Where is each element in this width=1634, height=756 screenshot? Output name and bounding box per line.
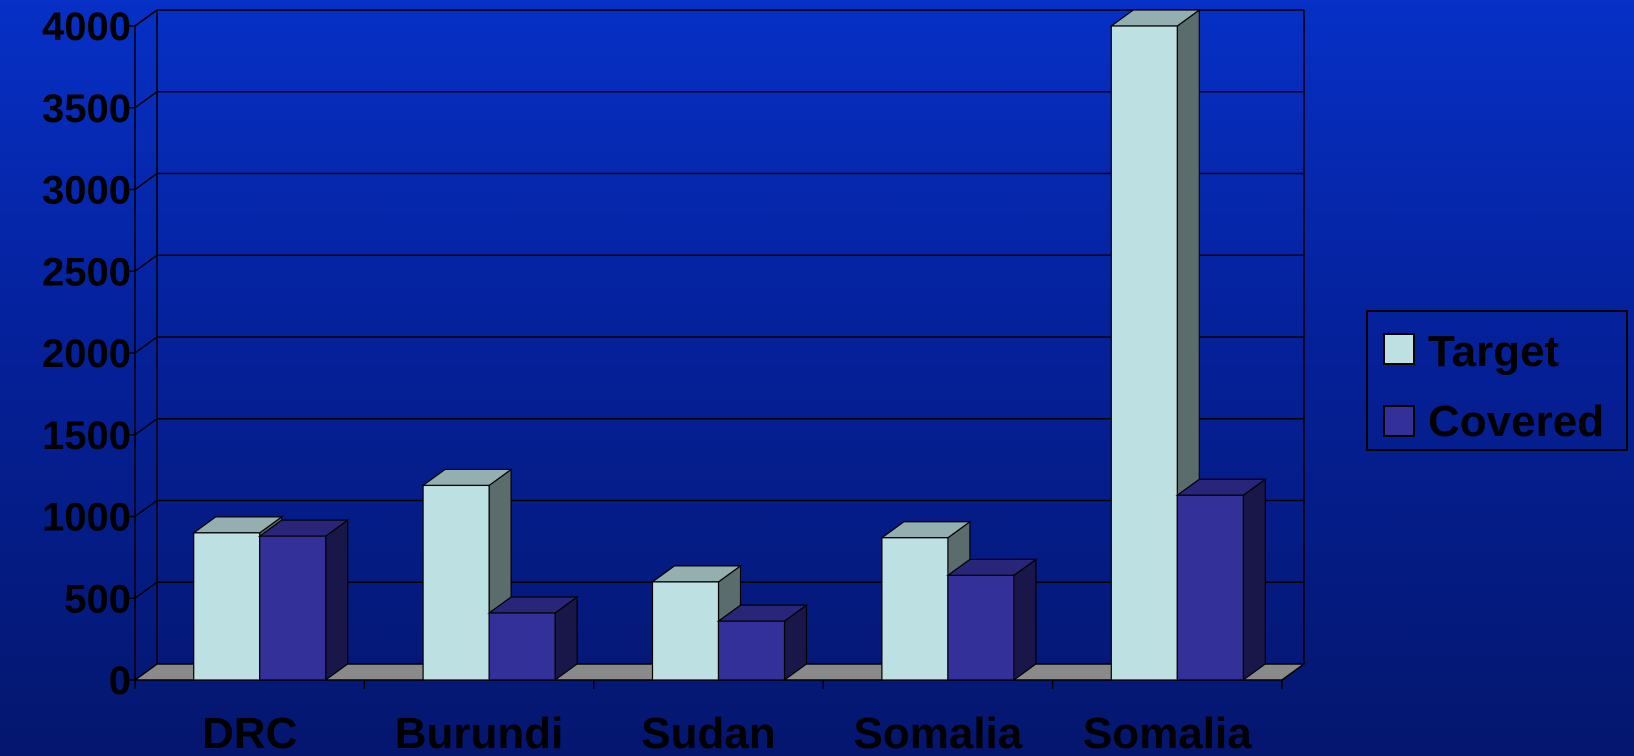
x-tick-label: Somalia: [1083, 709, 1252, 756]
y-tick-label: 1500: [42, 414, 131, 458]
gridline-side: [134, 254, 158, 272]
x-tick-label: DRC: [202, 709, 297, 756]
bar-side: [1013, 558, 1037, 682]
x-tick-label: Sudan: [641, 709, 775, 756]
legend-box: [1366, 310, 1628, 451]
bar-front: [259, 535, 327, 681]
bar-front: [488, 612, 556, 681]
gridline-side: [134, 581, 158, 599]
y-tick-label: 3500: [42, 87, 131, 131]
x-tick-label: Somalia: [854, 709, 1023, 756]
gridline-side: [134, 336, 158, 354]
bar-front: [422, 484, 490, 681]
side-wall-top-edge: [134, 9, 158, 27]
bar-covered-somalia: [946, 558, 1038, 682]
legend-swatch-covered: [1383, 405, 1415, 437]
bar-covered-somalia: [1175, 478, 1268, 682]
x-tick-labels: DRC Burundi Sudan Somalia Somalia: [202, 709, 1252, 756]
y-tick-label: 0: [109, 659, 131, 703]
bar-covered-sudan: [716, 603, 809, 682]
bars: [191, 8, 1268, 682]
bar-target-burundi: [421, 468, 513, 682]
gridline-side: [134, 418, 158, 436]
bar-side: [1242, 478, 1266, 682]
y-tick-label: 2500: [42, 250, 131, 294]
y-tick-label: 500: [64, 577, 131, 621]
legend-swatch-target: [1383, 333, 1415, 365]
bar-front: [651, 581, 720, 681]
y-tick-label: 4000: [42, 5, 131, 49]
legend: Target Covered: [1366, 310, 1628, 451]
gridline-side: [134, 499, 158, 518]
bar-front: [947, 574, 1015, 681]
bar-covered-drc: [257, 518, 350, 682]
gridline-side: [134, 91, 158, 109]
y-tick-labels: 0 500 1000 1500 2000 2500 3000 3500 4000: [42, 5, 131, 703]
bar-side: [325, 518, 349, 682]
bar-front: [881, 537, 949, 681]
y-tick-label: 2000: [42, 332, 131, 376]
bar-front: [193, 532, 261, 681]
y-tick-label: 3000: [42, 169, 131, 213]
gridline-side: [134, 172, 158, 191]
legend-label-covered: Covered: [1428, 397, 1604, 446]
bar-front: [717, 620, 786, 681]
bar-covered-burundi: [487, 595, 579, 682]
x-tick-label: Burundi: [395, 709, 564, 756]
legend-label-target: Target: [1428, 327, 1560, 376]
bar-target-sudan: [650, 564, 743, 682]
bar-front: [1176, 494, 1244, 681]
bar-front: [1110, 25, 1178, 681]
y-tick-label: 1000: [42, 496, 131, 540]
